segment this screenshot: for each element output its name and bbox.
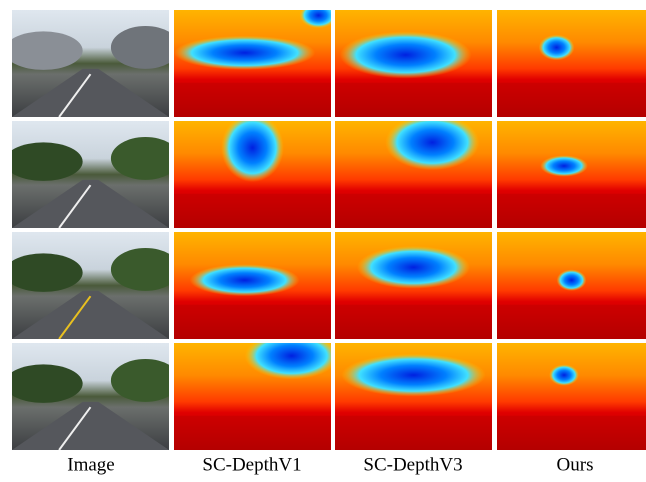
- cell-content: [174, 114, 331, 228]
- cell-content: [497, 343, 646, 450]
- near-ground: [335, 83, 492, 117]
- far-region: [245, 332, 339, 379]
- cell-content: [497, 232, 646, 339]
- far-region: [540, 155, 588, 176]
- cell-content: [497, 121, 646, 228]
- cell-content: [4, 10, 180, 117]
- far-region: [557, 269, 587, 290]
- far-region: [549, 364, 579, 385]
- depth-map: [335, 115, 492, 228]
- cell-content: [174, 232, 331, 339]
- cell-content: [4, 232, 180, 339]
- image-grid: [4, 3, 646, 450]
- depth-map: [174, 232, 331, 339]
- cell-content: [497, 10, 646, 117]
- trees: [4, 31, 83, 70]
- cell-content: [335, 232, 492, 339]
- far-region: [174, 36, 315, 70]
- column-label: SC-DepthV1: [202, 454, 301, 475]
- trees: [4, 253, 83, 292]
- depth-map: [497, 10, 646, 117]
- depth-map: [335, 343, 492, 450]
- far-region: [340, 31, 472, 78]
- near-ground: [174, 83, 331, 117]
- cell-content: [335, 10, 492, 117]
- trees: [4, 142, 83, 181]
- near-ground: [335, 305, 492, 339]
- far-region: [539, 35, 575, 61]
- depth-map: [335, 232, 492, 339]
- depth-map: [174, 114, 331, 228]
- depth-map: [174, 332, 339, 450]
- trees: [111, 26, 180, 69]
- far-region: [221, 114, 284, 182]
- depth-map: [497, 121, 646, 228]
- cell-content: [4, 343, 180, 450]
- far-region: [190, 264, 300, 296]
- photo: [4, 232, 180, 339]
- column-label: Image: [67, 454, 114, 475]
- trees: [111, 248, 180, 291]
- near-ground: [497, 305, 646, 339]
- trees: [111, 137, 180, 180]
- cell-content: [174, 3, 337, 117]
- far-region: [341, 354, 485, 397]
- depth-map: [335, 10, 492, 117]
- page: Image SC-DepthV1 SC-DepthV3 Ours (() => …: [0, 0, 646, 477]
- photo: [4, 343, 180, 450]
- near-ground: [335, 416, 492, 450]
- near-ground: [174, 416, 331, 450]
- trees: [111, 359, 180, 402]
- cell-content: [4, 121, 180, 228]
- column-label: SC-DepthV3: [363, 454, 462, 475]
- near-ground: [497, 194, 646, 228]
- far-region: [357, 246, 470, 289]
- far-region: [300, 3, 338, 29]
- cell-content: [174, 332, 339, 450]
- photo: [4, 10, 180, 117]
- column-label: Ours: [557, 454, 594, 475]
- cell-content: [335, 115, 492, 228]
- trees: [4, 364, 83, 403]
- depth-map: [497, 343, 646, 450]
- near-ground: [335, 194, 492, 228]
- near-ground: [497, 416, 646, 450]
- far-region: [385, 115, 479, 171]
- cell-content: [335, 343, 492, 450]
- depth-map: [497, 232, 646, 339]
- near-ground: [174, 305, 331, 339]
- near-ground: [174, 194, 331, 228]
- photo: [4, 121, 180, 228]
- near-ground: [497, 83, 646, 117]
- figure: Image SC-DepthV1 SC-DepthV3 Ours: [0, 0, 646, 477]
- depth-map: [174, 3, 337, 117]
